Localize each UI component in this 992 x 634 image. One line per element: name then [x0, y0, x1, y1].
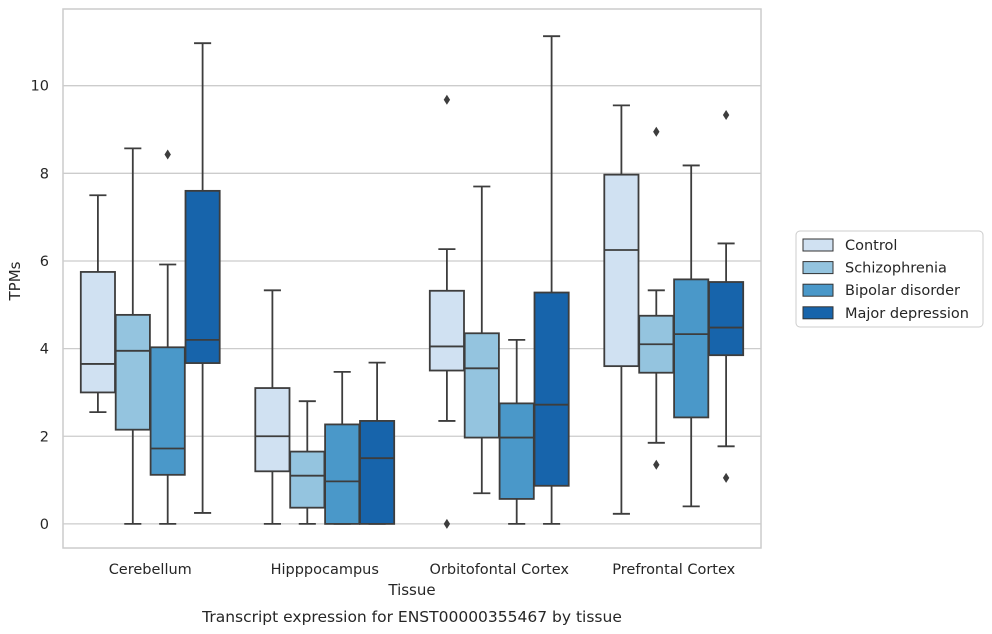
- box: [498, 402, 535, 500]
- box: [359, 420, 396, 525]
- legend-swatch: [802, 306, 834, 320]
- box-control: [254, 289, 291, 525]
- box-major-depression: [708, 110, 745, 483]
- x-tick-label: Orbitofontal Cortex: [430, 562, 570, 578]
- y-tick-label: 0: [40, 517, 49, 533]
- box: [184, 189, 221, 364]
- plot-frame: [62, 8, 762, 549]
- outlier-point: [164, 149, 171, 160]
- outlier-point: [653, 126, 660, 137]
- legend-frame: [795, 230, 984, 328]
- y-tick-label: 10: [31, 79, 49, 95]
- box-schizophrenia: [463, 185, 500, 495]
- box-bipolar-disorder: [324, 370, 361, 525]
- legend-label: Bipolar disorder: [845, 283, 960, 299]
- box: [289, 450, 326, 509]
- y-tick-label: 4: [40, 342, 49, 358]
- x-tick-label: Prefrontal Cortex: [612, 562, 735, 578]
- box: [79, 271, 116, 394]
- box-schizophrenia: [114, 147, 151, 525]
- x-tick-label: Hipppocampus: [271, 562, 379, 578]
- legend-label: Schizophrenia: [845, 261, 947, 277]
- box: [114, 313, 151, 431]
- box-bipolar-disorder: [149, 149, 186, 525]
- box-major-depression: [184, 42, 221, 514]
- y-tick-label: 6: [40, 254, 49, 270]
- box: [533, 291, 570, 487]
- box: [428, 289, 465, 372]
- box: [708, 281, 745, 357]
- outlier-point: [443, 94, 451, 105]
- outlier-point: [722, 472, 730, 483]
- box: [463, 332, 500, 439]
- box-major-depression: [533, 35, 570, 525]
- legend-swatch: [802, 261, 834, 275]
- box-schizophrenia: [289, 400, 326, 525]
- box: [324, 423, 361, 525]
- box-schizophrenia: [638, 126, 675, 470]
- y-tick-label: 2: [40, 429, 49, 445]
- box-control: [603, 104, 640, 515]
- outlier-point: [653, 459, 660, 470]
- x-tick-label: Cerebellum: [109, 562, 192, 578]
- y-axis-label: TPMs: [6, 261, 24, 301]
- box: [603, 173, 640, 368]
- x-tick-labels: Cerebellum Hipppocampus Orbitofontal Corte…: [109, 562, 736, 578]
- box: [149, 346, 186, 476]
- box-major-depression: [359, 361, 396, 525]
- legend-swatch: [802, 238, 834, 252]
- outlier-point: [443, 518, 451, 529]
- box-control: [79, 194, 116, 414]
- y-tick-labels: 0 2 4 6 8 10: [31, 79, 49, 533]
- legend-swatch: [802, 283, 834, 297]
- box-bipolar-disorder: [498, 338, 535, 525]
- chart-caption: Transcript expression for ENST0000035546…: [201, 608, 622, 626]
- legend-label: Major depression: [845, 306, 969, 322]
- box-bipolar-disorder: [673, 164, 710, 508]
- legend: Control Schizophrenia Bipolar disorder Majo…: [795, 230, 984, 328]
- box: [254, 387, 291, 473]
- box-groups: [79, 35, 745, 529]
- box: [673, 278, 710, 419]
- legend-label: Control: [845, 238, 897, 254]
- y-tick-label: 8: [40, 166, 49, 182]
- x-axis-label: Tissue: [387, 581, 435, 599]
- outlier-point: [722, 110, 730, 121]
- box-control: [428, 94, 465, 529]
